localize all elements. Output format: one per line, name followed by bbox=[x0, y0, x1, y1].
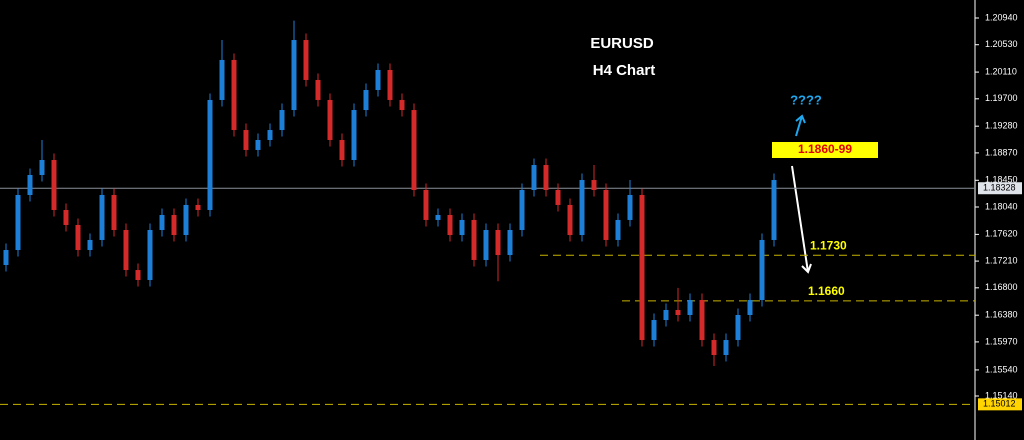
chart-subtitle: H4 Chart bbox=[593, 62, 656, 79]
y-tick-label: 1.15540 bbox=[985, 364, 1018, 374]
candle-body bbox=[303, 40, 309, 80]
candle-body bbox=[435, 215, 441, 220]
candle-body bbox=[639, 195, 645, 341]
candle-body bbox=[459, 219, 465, 236]
candle-body bbox=[327, 99, 333, 140]
y-tick-label: 1.15140 bbox=[985, 390, 1018, 400]
candle-body bbox=[3, 250, 9, 266]
current-price-box bbox=[978, 182, 1022, 195]
candle-body bbox=[87, 239, 93, 251]
y-tick-label: 1.20530 bbox=[985, 39, 1018, 49]
y-tick-label: 1.16380 bbox=[985, 310, 1018, 320]
candle-body bbox=[735, 314, 741, 341]
blue-arrow bbox=[795, 114, 806, 137]
candle-body bbox=[183, 204, 189, 236]
target-box bbox=[772, 142, 878, 158]
candle-body bbox=[159, 215, 165, 231]
level-label: 1.1660 bbox=[808, 284, 845, 298]
candle-body bbox=[423, 189, 429, 220]
candle-body bbox=[99, 195, 105, 240]
target-label: 1.1860-99 bbox=[798, 142, 852, 156]
candle-body bbox=[711, 340, 717, 356]
candle-body bbox=[555, 189, 561, 205]
question-label: ???? bbox=[790, 92, 822, 107]
candle-body bbox=[111, 195, 117, 231]
candle-body bbox=[675, 309, 681, 315]
candle-body bbox=[483, 230, 489, 260]
candle-body bbox=[543, 165, 549, 190]
candle-body bbox=[759, 239, 765, 301]
y-tick-label: 1.19280 bbox=[985, 121, 1018, 131]
candle-body bbox=[123, 230, 129, 271]
candle-body bbox=[699, 300, 705, 341]
bottom-level-box bbox=[978, 398, 1022, 411]
candle-body bbox=[507, 230, 513, 256]
candle-body bbox=[147, 230, 153, 280]
y-tick-label: 1.20110 bbox=[985, 66, 1017, 76]
y-tick-label: 1.19700 bbox=[985, 93, 1018, 103]
candle-body bbox=[27, 174, 33, 196]
candle-body bbox=[315, 79, 321, 100]
y-tick-label: 1.18040 bbox=[985, 201, 1018, 211]
candle-body bbox=[75, 224, 81, 251]
candle-body bbox=[363, 90, 369, 111]
candle-body bbox=[531, 165, 537, 190]
candle-body bbox=[267, 130, 273, 140]
white-arrow bbox=[791, 165, 812, 274]
y-tick-label: 1.16800 bbox=[985, 282, 1018, 292]
candle-body bbox=[615, 219, 621, 240]
candle-body bbox=[255, 139, 261, 150]
candle-body bbox=[591, 180, 597, 190]
candle-body bbox=[771, 180, 777, 240]
candle-body bbox=[279, 110, 285, 131]
y-tick-label: 1.17210 bbox=[985, 255, 1018, 265]
y-tick-label: 1.20940 bbox=[985, 12, 1018, 22]
candle-body bbox=[519, 189, 525, 231]
candle-body bbox=[39, 160, 45, 175]
candle-body bbox=[495, 230, 501, 256]
candle-body bbox=[231, 59, 237, 131]
candle-body bbox=[171, 215, 177, 236]
y-tick-label: 1.18870 bbox=[985, 147, 1018, 157]
candle-body bbox=[135, 270, 141, 280]
level-label: 1.1730 bbox=[810, 238, 847, 252]
candle-body bbox=[579, 180, 585, 236]
candle-body bbox=[219, 59, 225, 100]
y-tick-label: 1.18450 bbox=[985, 175, 1018, 185]
candle-body bbox=[63, 209, 69, 225]
candle-body bbox=[351, 110, 357, 161]
candle-body bbox=[195, 204, 201, 210]
candle-body bbox=[447, 215, 453, 236]
chart-title: EURUSD bbox=[590, 35, 654, 52]
y-tick-label: 1.17620 bbox=[985, 229, 1018, 239]
candle-body bbox=[375, 69, 381, 91]
candle-body bbox=[723, 340, 729, 356]
candle-body bbox=[687, 300, 693, 315]
candle-body bbox=[411, 110, 417, 190]
candle-body bbox=[651, 320, 657, 341]
candle-body bbox=[627, 195, 633, 220]
candle-body bbox=[339, 139, 345, 161]
candle-body bbox=[471, 219, 477, 260]
candle-body bbox=[291, 40, 297, 111]
candle-body bbox=[387, 69, 393, 100]
candle-body bbox=[567, 204, 573, 236]
candle-body bbox=[207, 99, 213, 210]
current-price-label: 1.18328 bbox=[983, 183, 1016, 193]
y-tick-label: 1.15970 bbox=[985, 336, 1018, 346]
candle-body bbox=[243, 130, 249, 150]
candle-body bbox=[603, 189, 609, 240]
candle-body bbox=[663, 309, 669, 321]
candle-body bbox=[747, 300, 753, 315]
candle-body bbox=[399, 99, 405, 111]
bottom-level-label: 1.15012 bbox=[983, 399, 1016, 409]
candle-body bbox=[15, 195, 21, 251]
candle-body bbox=[51, 160, 57, 210]
